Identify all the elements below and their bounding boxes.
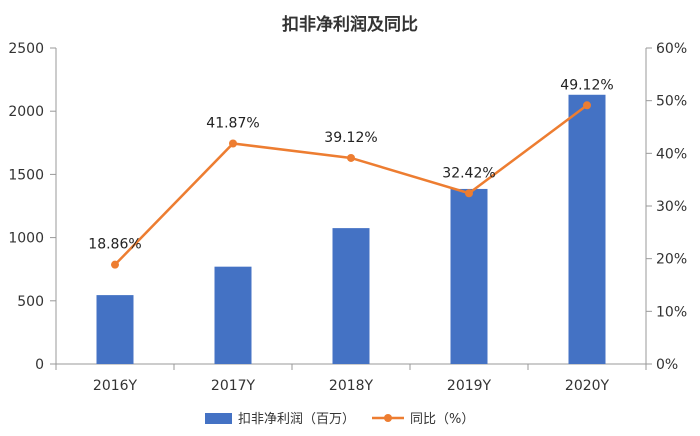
- legend: 扣非净利润（百万） 同比（%）: [205, 412, 474, 427]
- legend-line-label: 同比（%）: [410, 412, 474, 427]
- x-tick-label: 2020Y: [565, 378, 610, 394]
- line-point: [347, 153, 355, 162]
- bar: [450, 188, 488, 364]
- x-tick-label: 2018Y: [329, 378, 374, 394]
- x-tick-label: 2019Y: [447, 378, 492, 394]
- y-left-tick-label: 500: [17, 294, 44, 310]
- data-label: 39.12%: [324, 130, 377, 146]
- data-label: 41.87%: [206, 115, 259, 131]
- y-left-tick-label: 2500: [8, 41, 44, 57]
- y-right-tick-label: 60%: [656, 41, 687, 57]
- bar: [214, 266, 252, 364]
- y-right-tick-label: 30%: [656, 199, 687, 215]
- bar: [568, 94, 606, 364]
- bars: [96, 94, 606, 364]
- line-point: [583, 101, 591, 110]
- legend-line-marker: [384, 414, 392, 422]
- y-left-tick-label: 1000: [8, 231, 44, 247]
- legend-bar-swatch: [205, 413, 232, 424]
- line-point: [229, 139, 237, 148]
- line-series: 18.86% 41.87% 39.12% 32.42% 49.12%: [88, 77, 614, 269]
- y-left-tick-label: 2000: [8, 104, 44, 120]
- legend-bar-label: 扣非净利润（百万）: [238, 412, 355, 427]
- x-tick-label: 2017Y: [211, 378, 256, 394]
- chart-title: 扣非净利润及同比: [282, 14, 418, 35]
- y-right-tick-label: 20%: [656, 252, 687, 268]
- data-label: 18.86%: [88, 237, 141, 253]
- y-right-tick-label: 10%: [656, 304, 687, 320]
- line-point: [111, 260, 119, 269]
- data-label: 32.42%: [442, 165, 495, 181]
- y-left-tick-label: 1500: [8, 167, 44, 183]
- bar: [332, 228, 370, 364]
- data-label: 49.12%: [560, 77, 613, 93]
- x-tick-label: 2016Y: [93, 378, 138, 394]
- axes: 0 500 1000 1500 2000 2500 0% 10% 20% 30% 40% 50% 60%…: [8, 41, 687, 394]
- y-right-tick-label: 50%: [656, 94, 687, 110]
- y-right-tick-label: 0%: [656, 357, 678, 373]
- y-right-tick-label: 40%: [656, 146, 687, 162]
- bar: [96, 295, 134, 364]
- line-point: [465, 189, 473, 198]
- y-left-tick-label: 0: [35, 357, 44, 373]
